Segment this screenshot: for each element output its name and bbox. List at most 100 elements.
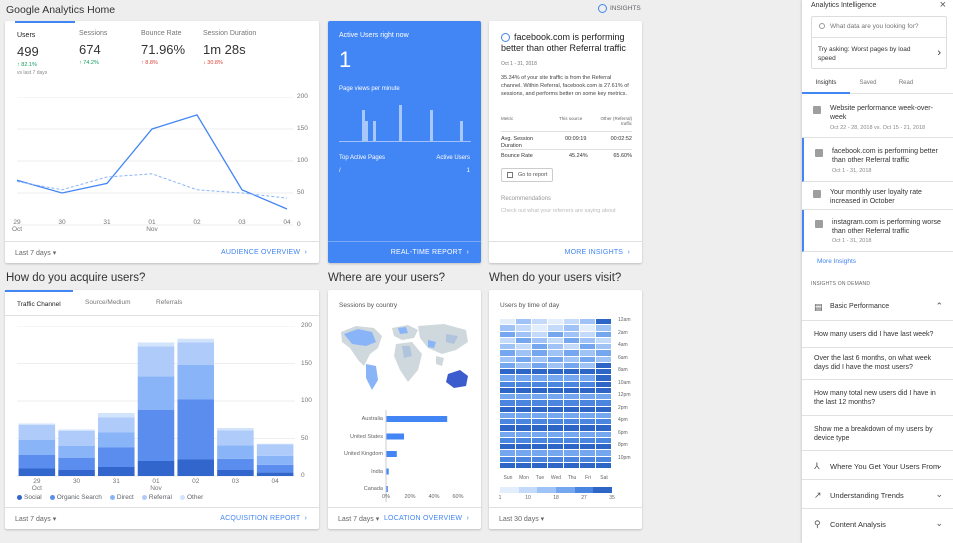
heatmap-cell — [532, 400, 547, 406]
heatmap-cell — [532, 381, 547, 387]
understanding-trends-accordion[interactable]: ↗ Understanding Trends ⌄ — [802, 481, 953, 509]
metric-tab[interactable]: Bounce Rate 71.96% ↑ 8.8% — [139, 21, 199, 91]
suggested-question[interactable]: Show me a breakdown of my users by devic… — [802, 416, 953, 451]
heatmap-cell — [564, 325, 579, 331]
heatmap-cell — [532, 375, 547, 381]
tab-read[interactable]: Read — [898, 80, 914, 86]
sidebar-insight-item[interactable]: instagram.com is performing worse than o… — [802, 210, 953, 252]
go-to-report-button[interactable]: Go to report — [501, 168, 553, 182]
metric-delta: ↑ 82.1% — [17, 62, 37, 68]
suggested-question[interactable]: Over the last 6 months, on what week day… — [802, 348, 953, 380]
heatmap-cell — [532, 406, 547, 412]
hour-label: 8pm — [618, 442, 628, 448]
search-icon — [819, 23, 825, 29]
basic-performance-accordion[interactable]: ▤ Basic Performance ⌃ — [802, 293, 953, 321]
heatmap-cell — [564, 456, 579, 462]
suggested-question[interactable]: How many users did I have last week? — [802, 322, 953, 348]
heatmap-cell — [580, 369, 595, 375]
chevron-right-icon[interactable]: › — [937, 47, 941, 59]
more-insights-link[interactable]: More Insights — [817, 258, 857, 265]
heatmap-cell — [596, 387, 611, 393]
heatmap-cell — [580, 337, 595, 343]
sidebar-insight-item[interactable]: Website performance week-over-week Oct 2… — [802, 96, 953, 138]
x-tick-label: 02 — [192, 478, 200, 485]
country-bar-chart — [385, 410, 448, 502]
content-icon: ⚲ — [814, 519, 821, 529]
hour-label: 2am — [618, 329, 628, 336]
heatmap-cell — [596, 394, 611, 400]
x-tick-label: 40% — [428, 494, 440, 500]
audience-overview-link[interactable]: AUDIENCE OVERVIEW › — [221, 249, 307, 256]
date-range-dropdown[interactable]: Last 7 days ▾ — [338, 516, 380, 523]
stack-bar-segment — [58, 431, 95, 446]
heatmap-cell — [596, 356, 611, 362]
tab-saved[interactable]: Saved — [859, 80, 877, 86]
realtime-report-link[interactable]: REAL-TIME REPORT › — [390, 249, 469, 256]
hour-label: 2pm — [618, 404, 628, 411]
heatmap-cell — [532, 387, 547, 393]
heatmap-cell — [596, 431, 611, 437]
date-range-dropdown[interactable]: Last 7 days ▾ — [15, 516, 57, 523]
try-asking-suggestion[interactable]: Try asking: Worst pages by load speed — [818, 46, 911, 62]
stack-bar-segment — [98, 413, 135, 418]
heatmap-cell — [500, 356, 515, 362]
pageview-bar — [399, 105, 403, 141]
date-range-dropdown[interactable]: Last 30 days ▾ — [499, 516, 545, 523]
heatmap-cell — [596, 400, 611, 406]
search-input[interactable] — [830, 20, 940, 32]
heatmap-cell — [564, 462, 579, 468]
tab-referrals[interactable]: Referrals — [156, 299, 183, 306]
sidebar-insight-item[interactable]: facebook.com is performing better than o… — [802, 138, 953, 182]
acquisition-report-link[interactable]: ACQUISITION REPORT › — [220, 515, 307, 522]
close-icon[interactable]: × — [939, 0, 946, 11]
heatmap-cell — [564, 319, 579, 325]
location-overview-link[interactable]: LOCATION OVERVIEW › — [383, 515, 469, 522]
x-tick-label: 60% — [452, 494, 464, 500]
insight-title[interactable]: facebook.com is performing better than o… — [501, 32, 626, 53]
metric-delta: ↓ 30.8% — [203, 60, 223, 66]
top-page-count: 1 — [466, 168, 470, 174]
heatmap-cell — [548, 394, 563, 400]
heatmap-cell — [532, 394, 547, 400]
metric-tab[interactable]: Sessions 674 ↑ 74.2% — [77, 21, 137, 91]
x-tick-label: 03 — [231, 478, 240, 485]
source-icon: ⅄ — [814, 461, 820, 471]
legend-swatch — [141, 494, 147, 500]
insights-toggle[interactable]: INSIGHTS — [598, 4, 641, 13]
legend-item: Other — [180, 494, 203, 501]
metric-tab[interactable]: Session Duration 1m 28s ↓ 30.8% — [201, 21, 261, 91]
hour-label: 6pm — [618, 429, 628, 436]
chevron-down-icon: ⌄ — [935, 489, 943, 499]
acquire-section-title: How do you acquire users? — [6, 272, 146, 284]
content-analysis-accordion[interactable]: ⚲ Content Analysis ⌄ — [814, 518, 943, 529]
metric-value: 499 — [17, 44, 39, 59]
metric-value: 71.96% — [141, 42, 186, 57]
metric-comparison: vs last 7 days — [17, 70, 48, 76]
chart-icon: ▤ — [814, 302, 823, 312]
tab-insights[interactable]: Insights — [802, 76, 850, 94]
heatmap-cell — [564, 437, 579, 443]
metric-tab[interactable]: Users 499 ↑ 82.1% vs last 7 days — [15, 21, 75, 91]
heatmap-cell — [564, 400, 579, 406]
heatmap-cell — [516, 350, 531, 356]
heatmap-cell — [548, 437, 563, 443]
date-range-dropdown[interactable]: Last 7 days ▾ — [15, 250, 57, 257]
heatmap-cell — [564, 394, 579, 400]
heatmap-cell — [580, 400, 595, 406]
tab-traffic-channel[interactable]: Traffic Channel — [5, 290, 73, 316]
heatmap-cell — [500, 350, 515, 356]
x-tick-label: 31 — [103, 219, 111, 226]
heatmap-cell — [516, 331, 531, 337]
heatmap-cell — [500, 375, 515, 381]
heatmap-cell — [548, 319, 563, 325]
sidebar-insight-item[interactable]: Your monthly user loyalty rate increased… — [802, 182, 953, 210]
where-users-from-accordion[interactable]: ⅄ Where You Get Your Users From ⌄ — [802, 452, 953, 480]
more-insights-link[interactable]: MORE INSIGHTS › — [564, 249, 630, 256]
x-tick-month: Nov — [150, 485, 162, 492]
suggested-question[interactable]: How many total new users did I have in t… — [802, 380, 953, 416]
tab-source-medium[interactable]: Source/Medium — [85, 299, 131, 306]
x-tick-label: 29 — [33, 478, 41, 485]
heatmap-cell — [580, 394, 595, 400]
heatmap-cell — [500, 394, 515, 400]
legend-label: Other — [187, 494, 204, 501]
